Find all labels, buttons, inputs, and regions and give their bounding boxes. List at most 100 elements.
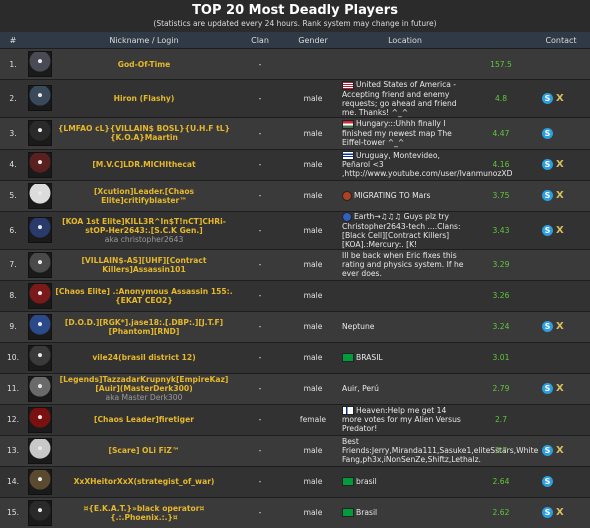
aka-label: aka [104,234,121,244]
table-row: 13. [Scare] OLi FiZ™ - male Best Friends… [0,434,590,466]
player-nickname-link[interactable]: [Chaos Elite] .:Anonymous Assassin 155:.… [55,286,233,305]
player-nickname-link[interactable]: Hiron (Flashy) [113,93,175,103]
gender-cell: male [286,341,340,373]
avatar-cell [26,179,54,211]
xfire-icon[interactable]: X [556,190,564,201]
gender-cell: male [286,79,340,117]
table-row: 3. {LMFAO cL}{VILLAIN$ BOSL}{U.H.F tL}{K… [0,116,590,149]
avatar[interactable] [28,51,52,77]
avatar[interactable] [28,437,52,464]
avatar[interactable] [28,468,52,495]
skype-icon[interactable]: S [542,159,553,170]
clan-cell: - [234,496,286,528]
col-rank: # [0,32,26,49]
avatar[interactable] [28,151,52,178]
xfire-icon[interactable]: X [556,445,564,456]
location-cell: Brasil [340,496,470,528]
player-aka: christopher2643 [120,234,184,244]
player-nickname-link[interactable]: [KOA 1st Elite]KILL3R^In$T!nCT]CHRi-stOP… [62,216,226,235]
col-score [470,32,532,49]
avatar[interactable] [28,120,52,146]
score-cell: 2.7 [470,403,532,435]
xfire-icon[interactable]: X [556,383,564,394]
flag-br-icon [342,353,354,363]
player-nickname-link[interactable]: [Xcution]Leader.[Chaos Elite]critifyblas… [93,186,195,205]
avatar-cell [26,210,54,249]
avatar[interactable] [28,85,52,112]
avatar-cell [26,116,54,149]
players-table: # Nickname / Login Clan Gender Location … [0,32,590,528]
gender-cell: male [286,148,340,180]
avatar[interactable] [28,251,52,278]
location-text: Ill be back when Eric fixes this rating … [342,251,464,278]
contact-cell: S [532,116,590,149]
skype-icon[interactable]: S [542,476,553,487]
avatar[interactable] [28,375,52,402]
skype-icon[interactable]: S [542,190,553,201]
table-row: 10. vile24(brasil district 12) - male BR… [0,341,590,373]
player-nickname-link[interactable]: XxXHeitorXxX(strategist_of_war) [73,477,215,486]
flag-fi-icon [342,406,354,416]
clan-cell: - [234,403,286,435]
page-subtitle: (Statistics are updated every 24 hours. … [153,19,437,28]
location-text: Heaven:Help me get 14 more votes for my … [342,405,461,434]
avatar[interactable] [28,313,52,340]
nickname-cell: [KOA 1st Elite]KILL3R^In$T!nCT]CHRi-stOP… [54,210,234,249]
avatar[interactable] [28,406,52,433]
avatar-cell [26,279,54,311]
location-cell: BRASIL [340,341,470,373]
score-cell: 3.43 [470,210,532,249]
nickname-cell: [D.O.D.][RGK*].jase18:.[.DBP:.][J.T.F][P… [54,310,234,342]
skype-icon[interactable]: S [542,383,553,394]
skype-icon[interactable]: S [542,92,553,104]
xfire-icon[interactable]: X [556,224,564,236]
player-nickname-link[interactable]: vile24(brasil district 12) [92,353,196,362]
player-nickname-link[interactable]: ¤{E.K.A.T.}»black operator¤{.:.Phoenix.:… [83,503,205,522]
player-nickname-link[interactable]: [M.V.C]LDR.MICHIthecat [92,160,196,169]
contact-cell [532,279,590,311]
avatar[interactable] [28,217,52,243]
gender-cell: male [286,279,340,311]
xfire-icon[interactable]: X [556,507,564,518]
score-cell: 2.64 [470,465,532,497]
score-cell: 4.8 [470,79,532,117]
clan-cell: - [234,434,286,466]
player-nickname-link[interactable]: [Chaos Leader]firetiger [94,415,194,424]
xfire-icon[interactable]: X [556,321,564,332]
player-nickname-link[interactable]: [VILLAIN$-AS][UHF][Contract Killers]Assa… [81,255,207,274]
player-aka: Master Derk300 [121,393,183,402]
rank-cell: 13. [0,434,26,466]
avatar[interactable] [28,182,52,209]
score-cell: 3.24 [470,310,532,342]
rank-cell: 6. [0,210,26,249]
skype-icon[interactable]: S [542,445,553,456]
table-row: 11. [Legends]TazzadarKrupnyk[EmpireKaz][… [0,372,590,404]
table-row: 4. [M.V.C]LDR.MICHIthecat - male Uruguay… [0,148,590,180]
flag-mars-icon [342,190,352,201]
rank-cell: 7. [0,248,26,280]
skype-icon[interactable]: S [542,127,553,139]
avatar[interactable] [28,499,52,526]
avatar[interactable] [28,282,52,309]
player-nickname-link[interactable]: [D.O.D.][RGK*].jase18:.[.DBP:.][J.T.F][P… [64,317,224,336]
player-nickname-link[interactable]: [Legends]TazzadarKrupnyk[EmpireKaz][Auir… [59,375,229,393]
table-row: 12. [Chaos Leader]firetiger - female Hea… [0,403,590,435]
player-nickname-link[interactable]: {LMFAO cL}{VILLAIN$ BOSL}{U.H.F tL}{K.O.… [58,124,230,142]
rank-cell: 1. [0,48,26,80]
xfire-icon[interactable]: X [556,159,564,170]
skype-icon[interactable]: S [542,321,553,332]
player-nickname-link[interactable]: God-Of-Time [117,59,171,69]
skype-icon[interactable]: S [542,507,553,518]
skype-icon[interactable]: S [542,224,553,236]
rank-cell: 11. [0,372,26,404]
location-cell: brasil [340,465,470,497]
nickname-cell: [Legends]TazzadarKrupnyk[EmpireKaz][Auir… [54,372,234,404]
location-text: Hungary:::Uhhh finally I finished my new… [342,119,452,147]
nickname-cell: vile24(brasil district 12) [54,341,234,373]
player-nickname-link[interactable]: [Scare] OLi FiZ™ [108,446,180,455]
gender-cell: male [286,434,340,466]
xfire-icon[interactable]: X [556,92,564,104]
avatar[interactable] [28,344,52,371]
